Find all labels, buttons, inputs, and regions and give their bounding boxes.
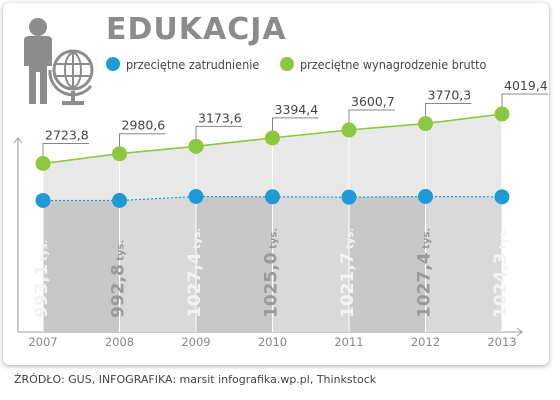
salary-label-leader — [119, 133, 166, 148]
salary-point-2008 — [112, 146, 127, 162]
x-tick-2009: 2009 — [181, 335, 210, 349]
employment-point-2009 — [188, 189, 204, 204]
employment-columns — [42, 92, 503, 332]
x-tick-labels: 2007 2008 2009 2010 2011 2012 2013 — [28, 335, 516, 349]
employment-data-label: 1024,3 tys. — [491, 228, 511, 318]
legend-employment-label: przeciętne zatrudnienie — [126, 57, 260, 72]
salary-data-label: 2723,8 — [45, 128, 89, 143]
salary-data-label: 3173,6 — [198, 110, 242, 125]
legend-salary-marker — [280, 57, 294, 71]
salary-label-leader — [195, 125, 242, 141]
x-tick-2007: 2007 — [28, 335, 57, 349]
source-note: ŹRÓDŁO: GUS, INFOGRAFIKA: marsit infogra… — [14, 373, 377, 386]
employment-point-2013 — [494, 189, 510, 205]
salary-data-label: 3770,3 — [428, 88, 472, 103]
x-tick-2010: 2010 — [258, 335, 287, 349]
employment-column-2009 — [196, 196, 273, 332]
salary-data-label: 2980,6 — [122, 118, 166, 133]
salary-label-leader — [501, 93, 548, 108]
teacher-with-globe-icon — [24, 18, 94, 105]
salary-label-leader — [42, 143, 89, 158]
employment-column-2010 — [272, 196, 349, 332]
employment-column-2012 — [425, 196, 502, 332]
salary-point-2013 — [494, 106, 510, 122]
employment-column-2007 — [43, 200, 120, 332]
salary-point-2012 — [418, 116, 433, 132]
x-tick-2012: 2012 — [411, 335, 440, 349]
chart-title: EDUKACJA — [106, 12, 287, 47]
salary-data-label: 4019,4 — [504, 78, 548, 93]
salary-label-leader — [272, 117, 319, 132]
employment-data-label: 992,8 tys. — [109, 240, 129, 318]
data-points — [35, 106, 510, 208]
employment-data-label: 1027,4 tys. — [415, 228, 435, 318]
employment-data-label: 1027,4 tys. — [185, 228, 205, 318]
employment-data-label: 993,1 tys. — [32, 240, 52, 318]
employment-data-label: 1025,0 tys. — [262, 228, 282, 318]
employment-point-2007 — [35, 192, 51, 208]
employment-point-2010 — [265, 189, 280, 205]
legend-employment-marker — [106, 57, 120, 71]
legend-salary-label: przeciętne wynagrodzenie brutto — [300, 57, 487, 72]
x-tick-2008: 2008 — [105, 335, 134, 349]
employment-column-2008 — [119, 196, 196, 332]
employment-point-2011 — [341, 189, 357, 205]
salary-label-leader — [425, 103, 472, 118]
salary-point-2010 — [265, 130, 280, 146]
x-tick-2013: 2013 — [487, 335, 516, 349]
data-labels: 2723,8 2980,6 3173,6 3394,4 3600,7 3770,3 4019… — [32, 78, 548, 318]
salary-data-label: 3600,7 — [351, 94, 395, 109]
x-tick-2011: 2011 — [334, 335, 363, 349]
salary-data-label: 3394,4 — [275, 102, 319, 117]
salary-point-2007 — [35, 156, 51, 171]
salary-point-2009 — [188, 138, 204, 154]
employment-data-label: 1021,7 tys. — [338, 228, 358, 318]
salary-label-leader — [348, 109, 395, 124]
employment-column-2011 — [349, 196, 426, 332]
salary-point-2011 — [341, 122, 357, 138]
employment-point-2012 — [418, 189, 433, 204]
employment-point-2008 — [112, 193, 127, 208]
